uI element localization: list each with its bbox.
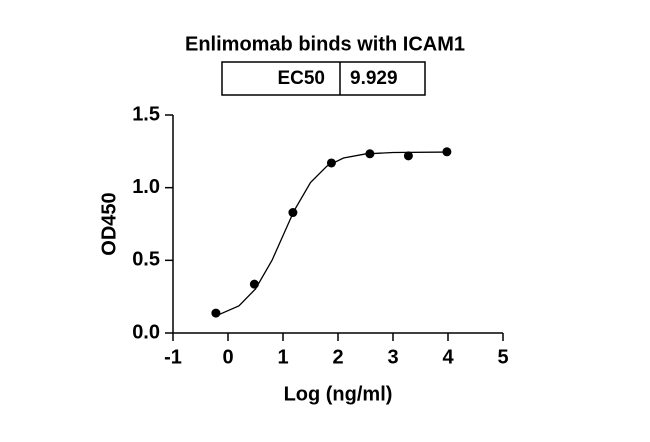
ec50-box [221,61,426,96]
x-tick-label: 1 [277,346,288,368]
fit-curve [216,151,449,317]
data-point [211,308,221,318]
ec50-value: 9.929 [350,68,398,89]
x-tick-label: 3 [387,346,398,368]
data-point [403,151,413,161]
data-point [249,279,259,289]
x-tick-label: -1 [164,346,182,368]
data-point [442,147,452,157]
y-tick-label: 0.5 [132,249,160,271]
y-tick-label: 1.0 [132,176,160,198]
chart-title: Enlimomab binds with ICAM1 [185,33,465,55]
data-point [288,208,298,218]
data-point [326,158,336,168]
data-point [365,149,375,159]
x-tick-label: 5 [497,346,508,368]
x-tick-label: 0 [222,346,233,368]
y-tick-label: 1.5 [132,103,160,125]
x-tick-label: 2 [332,346,343,368]
ec50-label: EC50 [277,68,325,89]
y-tick-label: 0.0 [132,321,160,343]
x-axis-label: Log (ng/ml) [284,383,393,405]
y-axis-label: OD450 [98,192,120,255]
x-tick-label: 4 [442,346,454,368]
